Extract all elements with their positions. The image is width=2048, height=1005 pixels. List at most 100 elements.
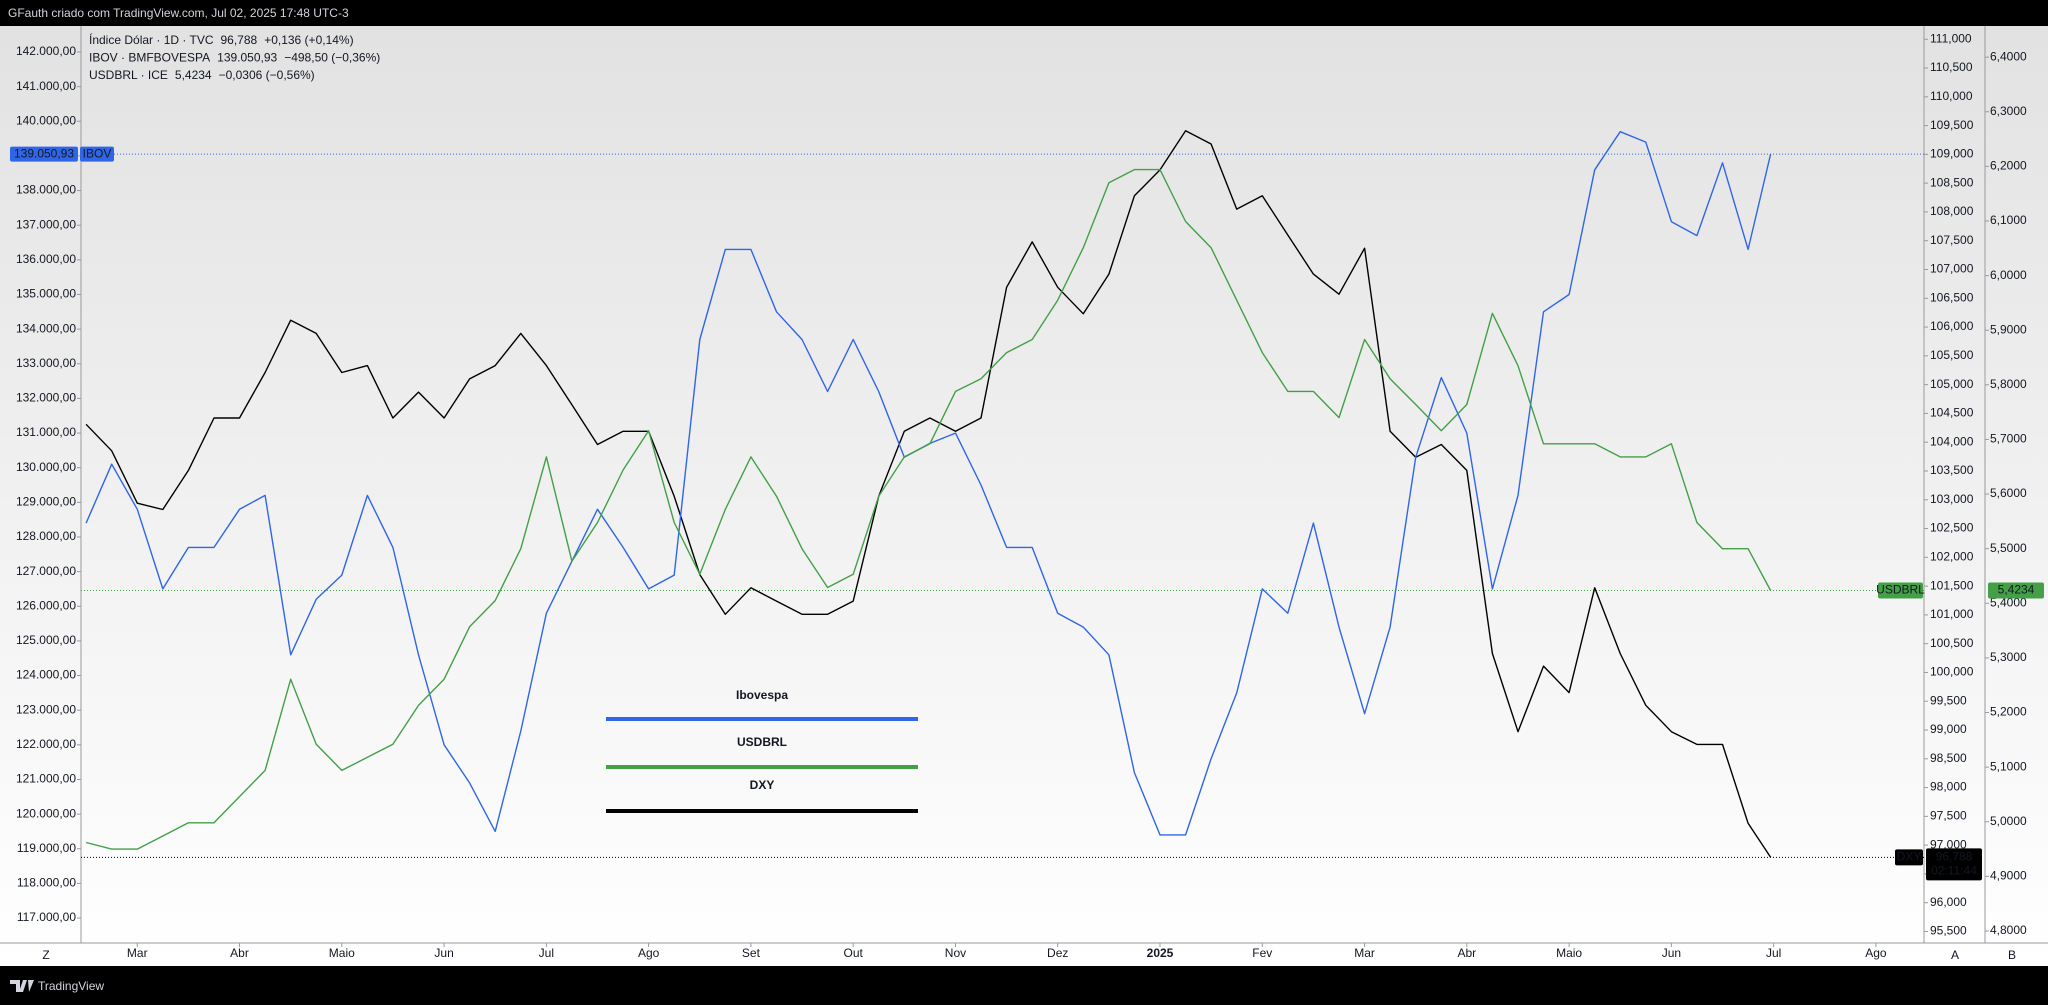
series-tag: USDBRL (1876, 583, 1925, 597)
y-tick-label: 5,9000 (1990, 322, 2027, 336)
y-tick-label: 100,500 (1930, 636, 1974, 650)
legend-change: −498,50 (−0,36%) (284, 51, 380, 65)
y-tick-label: 119.000,00 (17, 841, 76, 855)
x-tick-label: Maio (329, 946, 355, 960)
x-tick-label: Jul (539, 946, 554, 960)
y-tick-label: 106,500 (1930, 290, 1974, 304)
x-tick-label: Mar (127, 946, 148, 960)
x-tick-label: Abr (1457, 946, 1476, 960)
y-tick-label: 108,000 (1930, 204, 1974, 218)
y-tick-label: 103,000 (1930, 492, 1974, 506)
x-tick-label: Ago (638, 946, 660, 960)
y-tick-label: 106,000 (1930, 319, 1974, 333)
series-line (85, 168, 1772, 850)
header-text: GFauth criado com TradingView.com, Jul 0… (8, 6, 349, 20)
y-tick-label: 122.000,00 (16, 737, 76, 751)
y-tick-label: 109,000 (1930, 147, 1974, 161)
y-tick-label: 142.000,00 (16, 44, 76, 58)
series-tag-box (1895, 849, 1923, 866)
y-tick-label: 4,8000 (1990, 923, 2027, 937)
y-tick-label: 102,000 (1930, 549, 1974, 563)
y-tick-label: 97,500 (1930, 809, 1967, 823)
y-tick-label: 121.000,00 (16, 772, 76, 786)
y-tick-label: 107,000 (1930, 262, 1974, 276)
y-tick-label: 99,500 (1930, 693, 1967, 707)
y-tick-label: 131.000,00 (16, 425, 76, 439)
y-tick-label: 104,000 (1930, 434, 1974, 448)
y-tick-label: 103,500 (1930, 463, 1974, 477)
y-tick-label: 110,500 (1930, 60, 1973, 74)
footer-text: TradingView (38, 979, 104, 993)
series-tag: IBOV (83, 146, 112, 160)
price-tag-box (1926, 848, 1982, 881)
y-tick-label: 101,000 (1930, 607, 1974, 621)
y-tick-label: 111,000 (1930, 31, 1972, 45)
legend-last: 96,788 (220, 33, 257, 47)
y-tick-label: 128.000,00 (16, 529, 76, 543)
y-tick-label: 96,000 (1930, 895, 1967, 909)
legend-name: USDBRL · ICE (89, 68, 168, 82)
y-tick-label: 100,000 (1930, 665, 1974, 679)
price-tag-box (1988, 582, 2044, 599)
y-tick-label: 97,000 (1930, 837, 1967, 851)
x-tick-label: Ago (1865, 946, 1887, 960)
annotation-text: DXY (750, 778, 775, 792)
countdown: 02:11:44 (1931, 864, 1977, 878)
legend-last: 139.050,93 (217, 51, 277, 65)
price-tag: 139.050,93 (14, 146, 74, 160)
legend-name: Índice Dólar · 1D · TVC (89, 32, 214, 47)
y-tick-label: 98,000 (1930, 780, 1967, 794)
y-tick-label: 132.000,00 (16, 391, 76, 405)
x-tick-label: Fev (1252, 946, 1272, 960)
y-tick-label: 136.000,00 (16, 252, 76, 266)
y-tick-label: 133.000,00 (16, 356, 76, 370)
y-tick-label: 5,6000 (1990, 486, 2027, 500)
y-tick-label: 127.000,00 (16, 564, 76, 578)
x-tick-label: Dez (1047, 946, 1068, 960)
y-tick-label: 140.000,00 (16, 113, 76, 127)
y-tick-label: 99,000 (1930, 722, 1967, 736)
y-tick-label: 5,3000 (1990, 650, 2027, 664)
y-tick-label: 5,0000 (1990, 814, 2027, 828)
series-tag-box (80, 146, 114, 162)
y-tick-label: 5,2000 (1990, 705, 2027, 719)
y-tick-label: 101,500 (1930, 578, 1974, 592)
annotation-text: USDBRL (737, 735, 787, 749)
axis-button: B (2008, 948, 2016, 962)
x-tick-label: Jul (1766, 946, 1781, 960)
x-tick-label: Set (742, 946, 761, 960)
annotation-text: Ibovespa (736, 688, 788, 702)
y-tick-label: 5,8000 (1990, 377, 2027, 391)
x-tick-label: Mar (1354, 946, 1375, 960)
y-tick-label: 104,500 (1930, 406, 1974, 420)
y-tick-label: 105,500 (1930, 348, 1974, 362)
price-tag: 96,788 (1936, 850, 1973, 864)
x-tick-label: Jun (1662, 946, 1681, 960)
y-tick-label: 6,3000 (1990, 104, 2027, 118)
y-tick-label: 6,4000 (1990, 49, 2027, 63)
y-tick-label: 6,0000 (1990, 268, 2027, 282)
y-tick-label: 118.000,00 (17, 876, 76, 890)
y-tick-label: 117.000,00 (17, 910, 76, 924)
y-tick-label: 95,500 (1930, 924, 1967, 938)
header-bar: GFauth criado com TradingView.com, Jul 0… (8, 6, 349, 20)
legend-change: −0,0306 (−0,56%) (219, 68, 315, 82)
y-tick-label: 6,2000 (1990, 159, 2027, 173)
y-tick-label: 137.000,00 (16, 217, 76, 231)
y-tick-label: 107,500 (1930, 233, 1974, 247)
chart-background (0, 26, 2048, 966)
x-tick-label: Abr (230, 946, 249, 960)
y-tick-label: 6,1000 (1990, 213, 2027, 227)
series-tag: DXY (1897, 850, 1922, 864)
axis-button: Z (42, 948, 49, 962)
y-tick-label: 124.000,00 (16, 668, 76, 682)
y-tick-label: 125.000,00 (16, 633, 76, 647)
y-tick-label: 4,9000 (1990, 869, 2027, 883)
y-tick-label: 134.000,00 (16, 321, 76, 335)
y-tick-label: 5,1000 (1990, 759, 2027, 773)
y-tick-label: 130.000,00 (16, 460, 76, 474)
logo (10, 980, 34, 992)
y-tick-label: 120.000,00 (16, 806, 76, 820)
y-tick-label: 126.000,00 (16, 598, 76, 612)
x-tick-label: Jun (434, 946, 453, 960)
